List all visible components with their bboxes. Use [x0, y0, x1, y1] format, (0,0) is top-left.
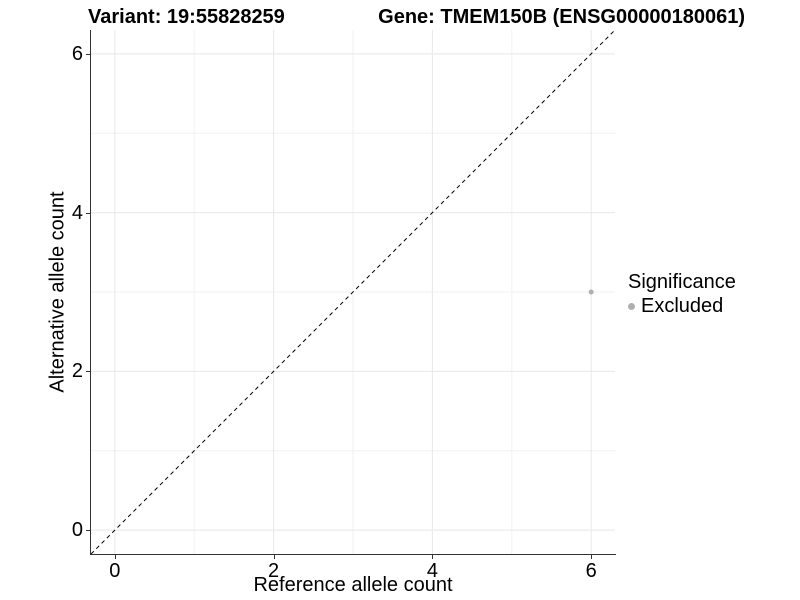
figure-title: Variant: 19:55828259 Gene: TMEM150B (ENS…: [88, 6, 745, 29]
x-tick-label: 2: [268, 560, 280, 582]
y-tick-label: 0: [71, 519, 83, 542]
x-tick-label: 4: [426, 560, 438, 582]
y-tick-mark: [86, 212, 90, 214]
y-tick-label: 4: [71, 201, 83, 224]
y-tick-label: 6: [71, 42, 83, 65]
identity-reference-line: [91, 30, 615, 554]
legend-point-icon: [628, 303, 635, 310]
y-axis-title: Alternative allele count: [46, 191, 69, 393]
x-tick-mark: [591, 555, 593, 559]
legend-title: Significance: [628, 271, 736, 293]
plot-canvas: [91, 30, 615, 554]
legend-item-label: Excluded: [641, 295, 724, 317]
y-tick-mark: [86, 53, 90, 55]
x-tick-mark: [114, 555, 116, 559]
x-tick-mark: [273, 555, 275, 559]
variant-title: Variant: 19:55828259: [88, 6, 285, 28]
gene-title: Gene: TMEM150B (ENSG00000180061): [378, 6, 745, 28]
plot-panel: [90, 30, 616, 555]
x-tick-mark: [432, 555, 434, 559]
y-tick-label: 2: [71, 360, 83, 383]
x-tick-label: 6: [585, 560, 597, 582]
y-tick-mark: [86, 371, 90, 373]
y-tick-mark: [86, 530, 90, 532]
legend-item: Excluded: [628, 295, 736, 318]
x-tick-label: 0: [109, 560, 121, 582]
legend: Significance Excluded: [628, 271, 736, 318]
data-point: [588, 289, 594, 295]
x-axis-title: Reference allele count: [253, 574, 453, 596]
